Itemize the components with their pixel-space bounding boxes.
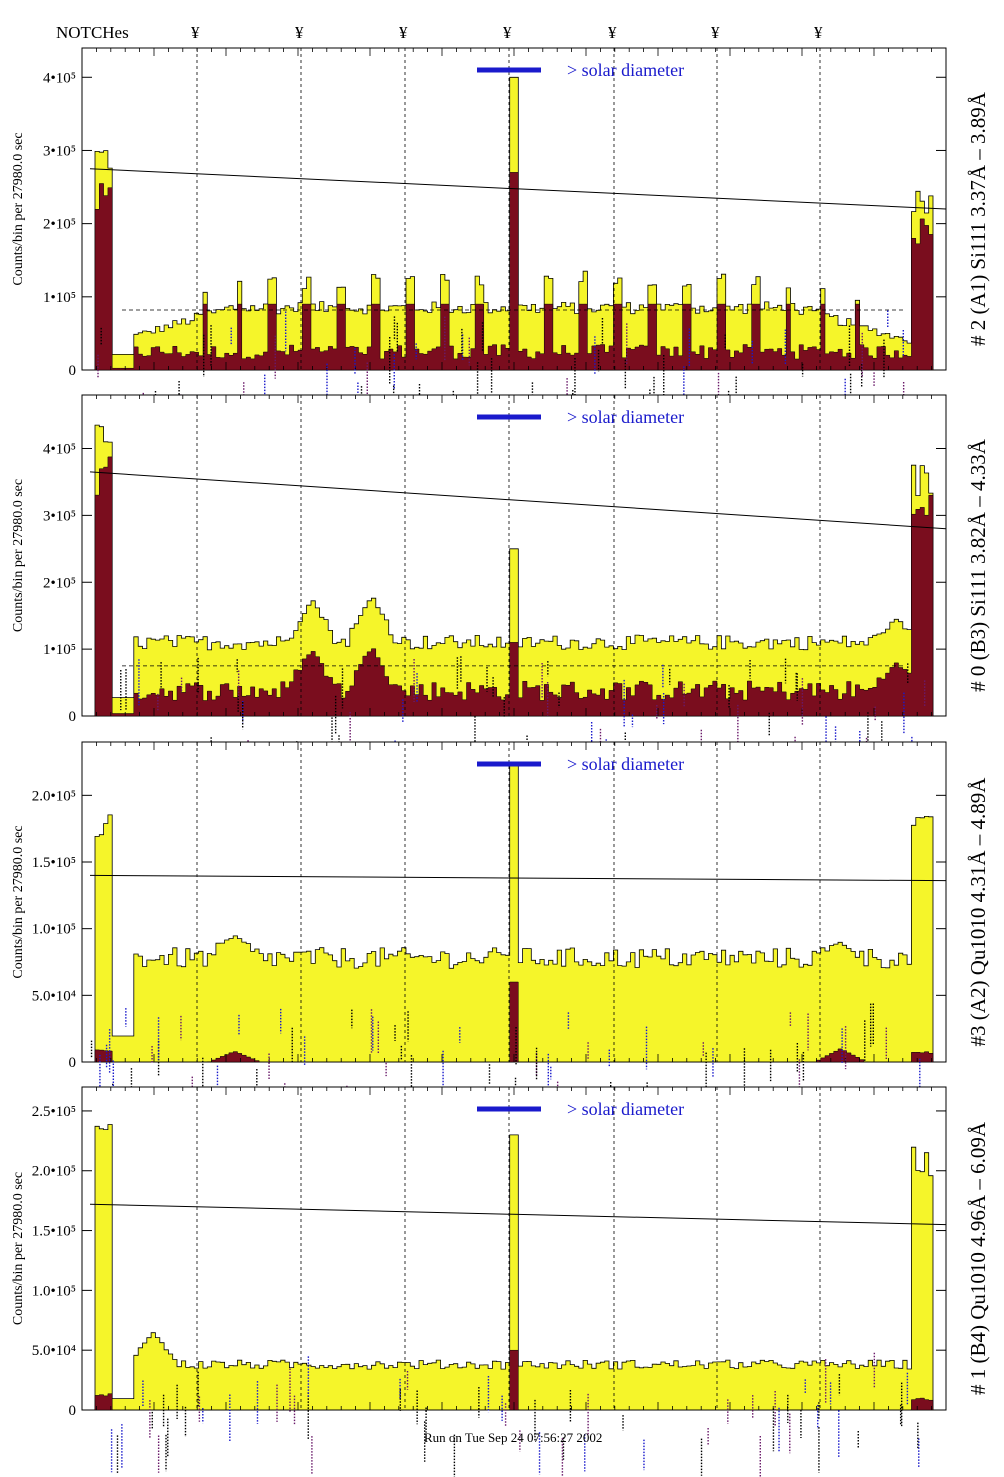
chart-panel: > solar diameter 0 5.0•10⁴ 1.0•10⁵ 1.5•10⁵ 2.…	[11, 741, 990, 1134]
y-tick-label: 0	[69, 709, 77, 725]
trend-line	[89, 1203, 947, 1226]
chart-panel: > solar diameter 0 5.0•10⁴ 1.0•10⁵ 1.5•10⁵ 2.…	[11, 1086, 990, 1477]
y-tick-label: 0	[69, 1403, 77, 1419]
chart-panel: > solar diameter 0 1•10⁵ 2•10⁵ 3•10⁵ 4•10⁵ Cou…	[11, 394, 990, 789]
y-axis-label: Counts/bin per 27980.0 sec	[11, 479, 26, 632]
histogram-dark-series	[82, 172, 946, 371]
solar-diameter-label: > solar diameter	[567, 1099, 684, 1119]
trend-line	[89, 874, 947, 882]
y-tick-label: 1.5•10⁵	[32, 855, 76, 871]
y-axis-label: Counts/bin per 27980.0 sec	[11, 825, 26, 978]
y-tick-label: 1.0•10⁵	[32, 1283, 76, 1299]
y-tick-label: 1.5•10⁵	[32, 1224, 76, 1240]
chart-panel: > solar diameter 0 1•10⁵ 2•10⁵ 3•10⁵ 4•10⁵ Cou…	[11, 47, 990, 444]
histogram-fill-series	[82, 424, 946, 717]
panel-right-label: # 2 (A1) Si111 3.37Å – 3.89Å	[966, 91, 990, 346]
notch-symbol: ¥	[814, 23, 823, 42]
y-tick-label: 0	[69, 1055, 77, 1071]
line-annotations	[110, 1352, 920, 1477]
panel-right-label: # 1 (B4) Qu1010 4.96Å – 6.09Å	[966, 1121, 990, 1395]
notch-symbol: ¥	[608, 23, 617, 42]
y-axis-label: Counts/bin per 27980.0 sec	[11, 1172, 26, 1325]
histogram-dark-series	[82, 1349, 946, 1411]
notches-label: NOTCHes	[56, 23, 129, 42]
y-tick-label: 4•10⁵	[43, 442, 76, 458]
y-tick-label: 4•10⁵	[43, 70, 76, 86]
notch-symbol: ¥	[711, 23, 720, 42]
y-tick-label: 1.0•10⁵	[32, 922, 76, 938]
y-tick-label: 5.0•10⁴	[32, 988, 76, 1004]
histogram-dark-series	[82, 981, 946, 1063]
notch-symbol: ¥	[503, 23, 512, 42]
notch-markers: ¥ ¥ ¥ ¥ ¥ ¥ ¥	[191, 23, 823, 42]
panel-right-label: #3 (A2) Qu1010 4.31Å – 4.89Å	[966, 777, 990, 1047]
solar-diameter-label: > solar diameter	[567, 754, 684, 774]
solar-diameter-label: > solar diameter	[567, 407, 684, 427]
y-tick-label: 1•10⁵	[43, 642, 76, 658]
y-tick-label: 5.0•10⁴	[32, 1343, 76, 1359]
solar-diameter-label: > solar diameter	[567, 60, 684, 80]
y-tick-label: 0	[69, 363, 77, 379]
trend-line	[89, 471, 947, 530]
trend-line	[89, 168, 947, 210]
notch-symbol: ¥	[295, 23, 304, 42]
y-tick-label: 2.5•10⁵	[32, 1104, 76, 1120]
y-tick-label: 2•10⁵	[43, 217, 76, 233]
y-tick-label: 3•10⁵	[43, 143, 76, 159]
y-tick-label: 2.0•10⁵	[32, 1164, 76, 1180]
y-axis-label: Counts/bin per 27980.0 sec	[11, 132, 26, 285]
y-tick-label: 1•10⁵	[43, 290, 76, 306]
y-tick-label: 3•10⁵	[43, 508, 76, 524]
notch-symbol: ¥	[399, 23, 408, 42]
y-tick-label: 2•10⁵	[43, 575, 76, 591]
notch-symbol: ¥	[191, 23, 200, 42]
y-tick-label: 2.0•10⁵	[32, 788, 76, 804]
panel-right-label: # 0 (B3) Si111 3.82Å – 4.33Å	[966, 438, 990, 692]
histogram-fill-series	[82, 1124, 946, 1411]
panels: > solar diameter 0 1•10⁵ 2•10⁵ 3•10⁵ 4•10⁵ Cou…	[11, 47, 990, 1477]
histogram-fill-series	[82, 761, 946, 1063]
footer-timestamp: Run on Tue Sep 24 07:56:27 2002	[424, 1430, 602, 1445]
